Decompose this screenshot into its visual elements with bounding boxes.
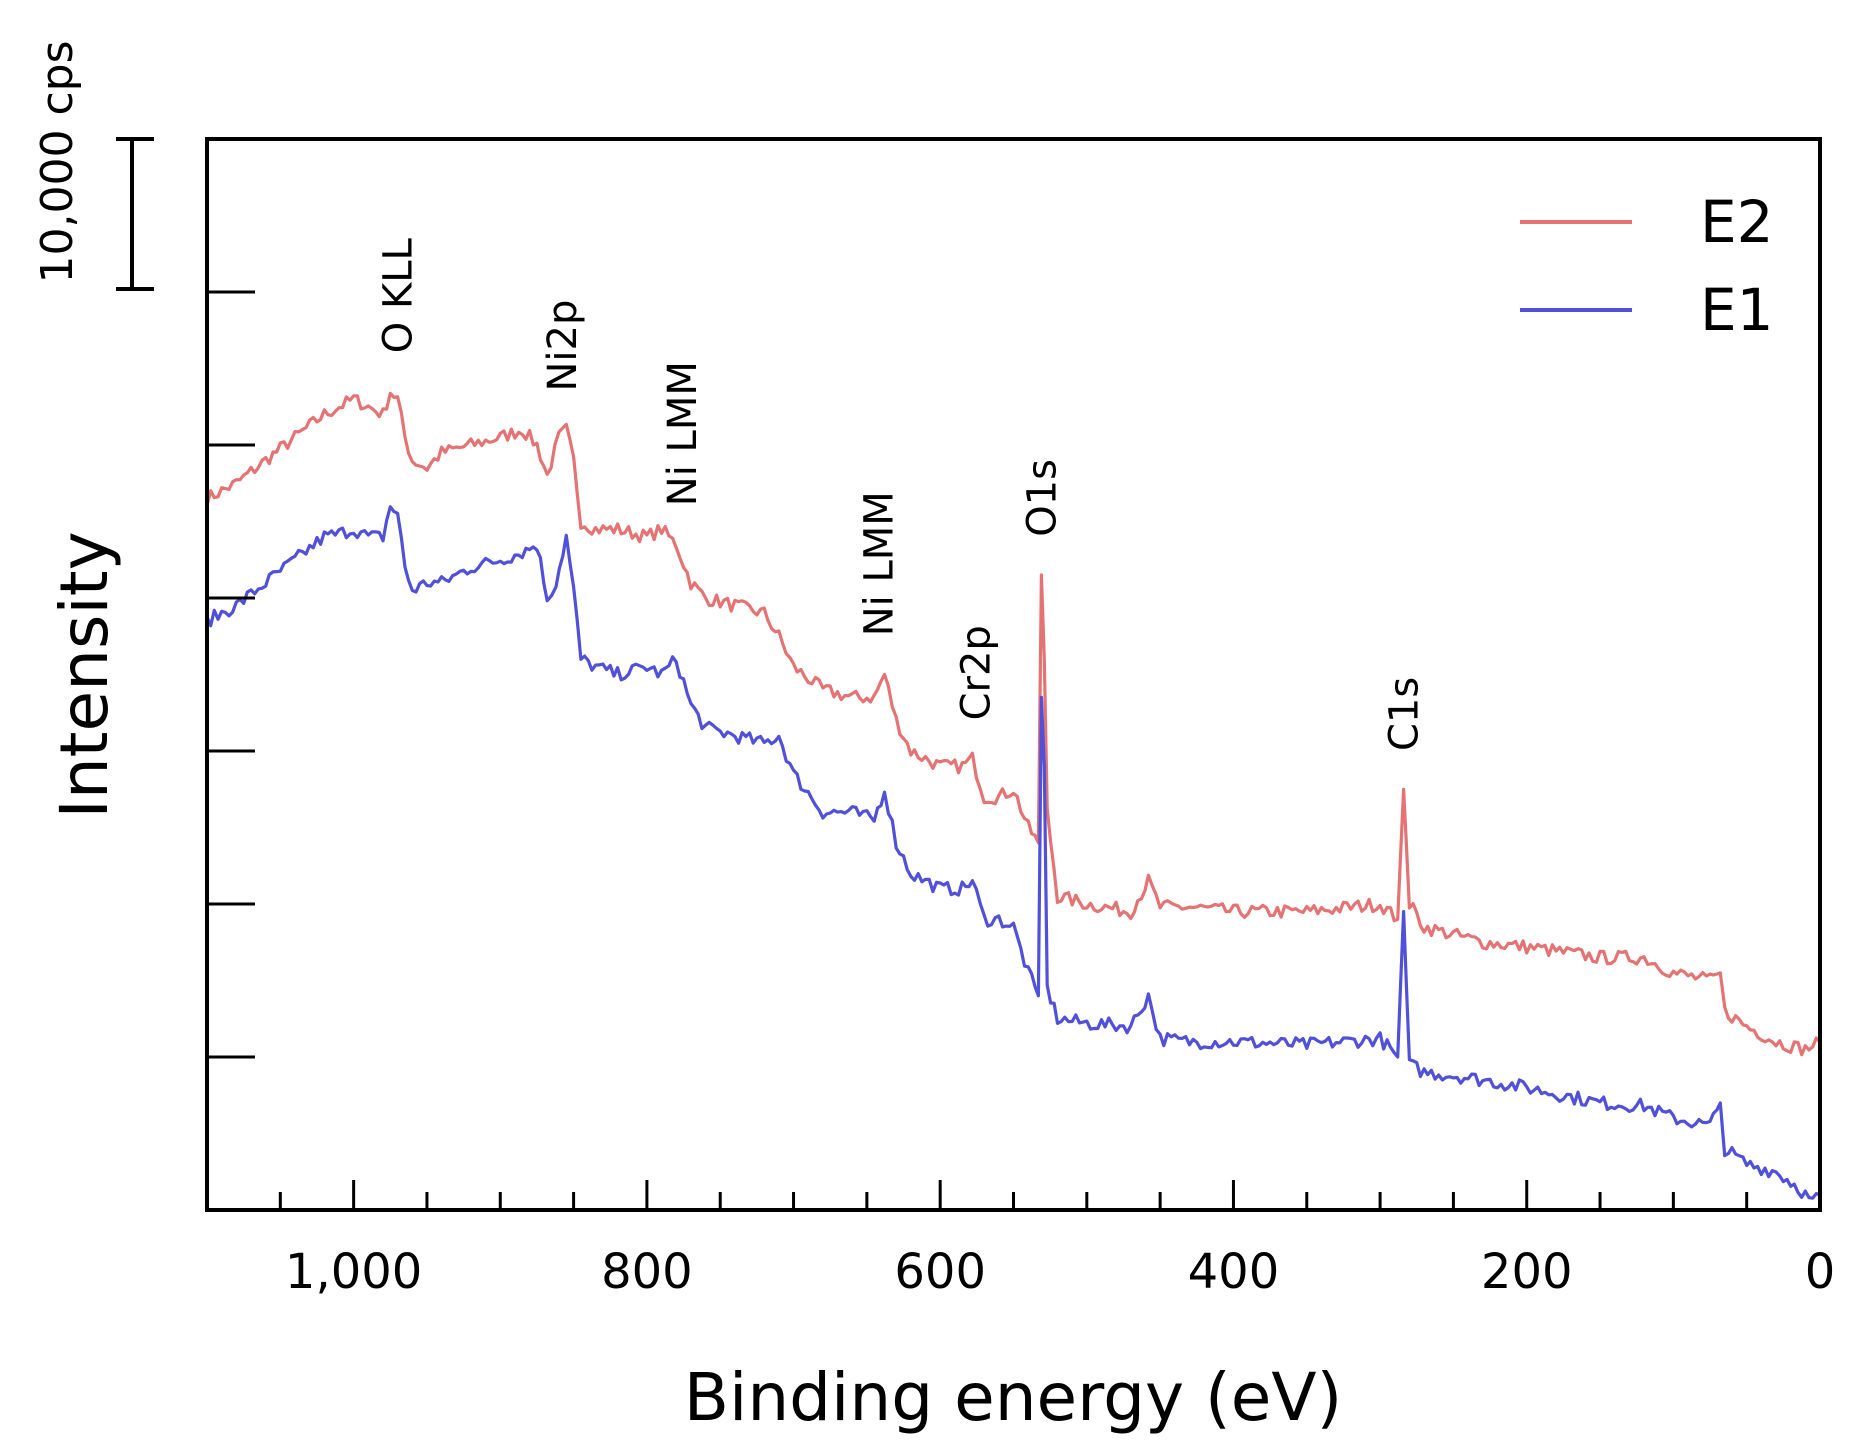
x-tick-label: 200: [1481, 1244, 1573, 1300]
peak-label: Cr2p: [953, 625, 999, 720]
y-axis: [207, 137, 255, 1059]
plot-frame: [205, 137, 1822, 1212]
peak-annotations: O KLL Ni2p Ni LMM Ni LMM Cr2p O1s C1s: [376, 237, 1428, 751]
scale-bar-label: 10,000 cps: [32, 41, 83, 284]
scale-bar: 10,000 cps: [32, 41, 154, 291]
x-axis: 1,000 800 600 400 200 0: [278, 1180, 1836, 1300]
x-tick-label: 800: [601, 1244, 693, 1300]
peak-label: Ni LMM: [857, 491, 903, 636]
series-line-e2: [205, 391, 1822, 1057]
legend-label-e2: E2: [1700, 188, 1774, 256]
legend-label-e1: E1: [1700, 276, 1774, 344]
x-axis-title: Binding energy (eV): [684, 1359, 1343, 1436]
peak-label: Ni LMM: [660, 361, 706, 506]
series-layer: [205, 391, 1822, 1200]
x-tick-label: 600: [894, 1244, 986, 1300]
legend: E2 E1: [1520, 188, 1774, 344]
series-line-e1: [205, 505, 1821, 1200]
peak-label: O1s: [1019, 459, 1065, 537]
x-tick-label: 1,000: [285, 1244, 422, 1300]
peak-label: C1s: [1382, 677, 1428, 751]
peak-label: Ni2p: [540, 300, 586, 392]
peak-label: O KLL: [376, 237, 422, 353]
x-tick-label: 400: [1188, 1244, 1280, 1300]
y-axis-title: Intensity: [46, 531, 123, 818]
x-tick-label: 0: [1805, 1244, 1836, 1300]
